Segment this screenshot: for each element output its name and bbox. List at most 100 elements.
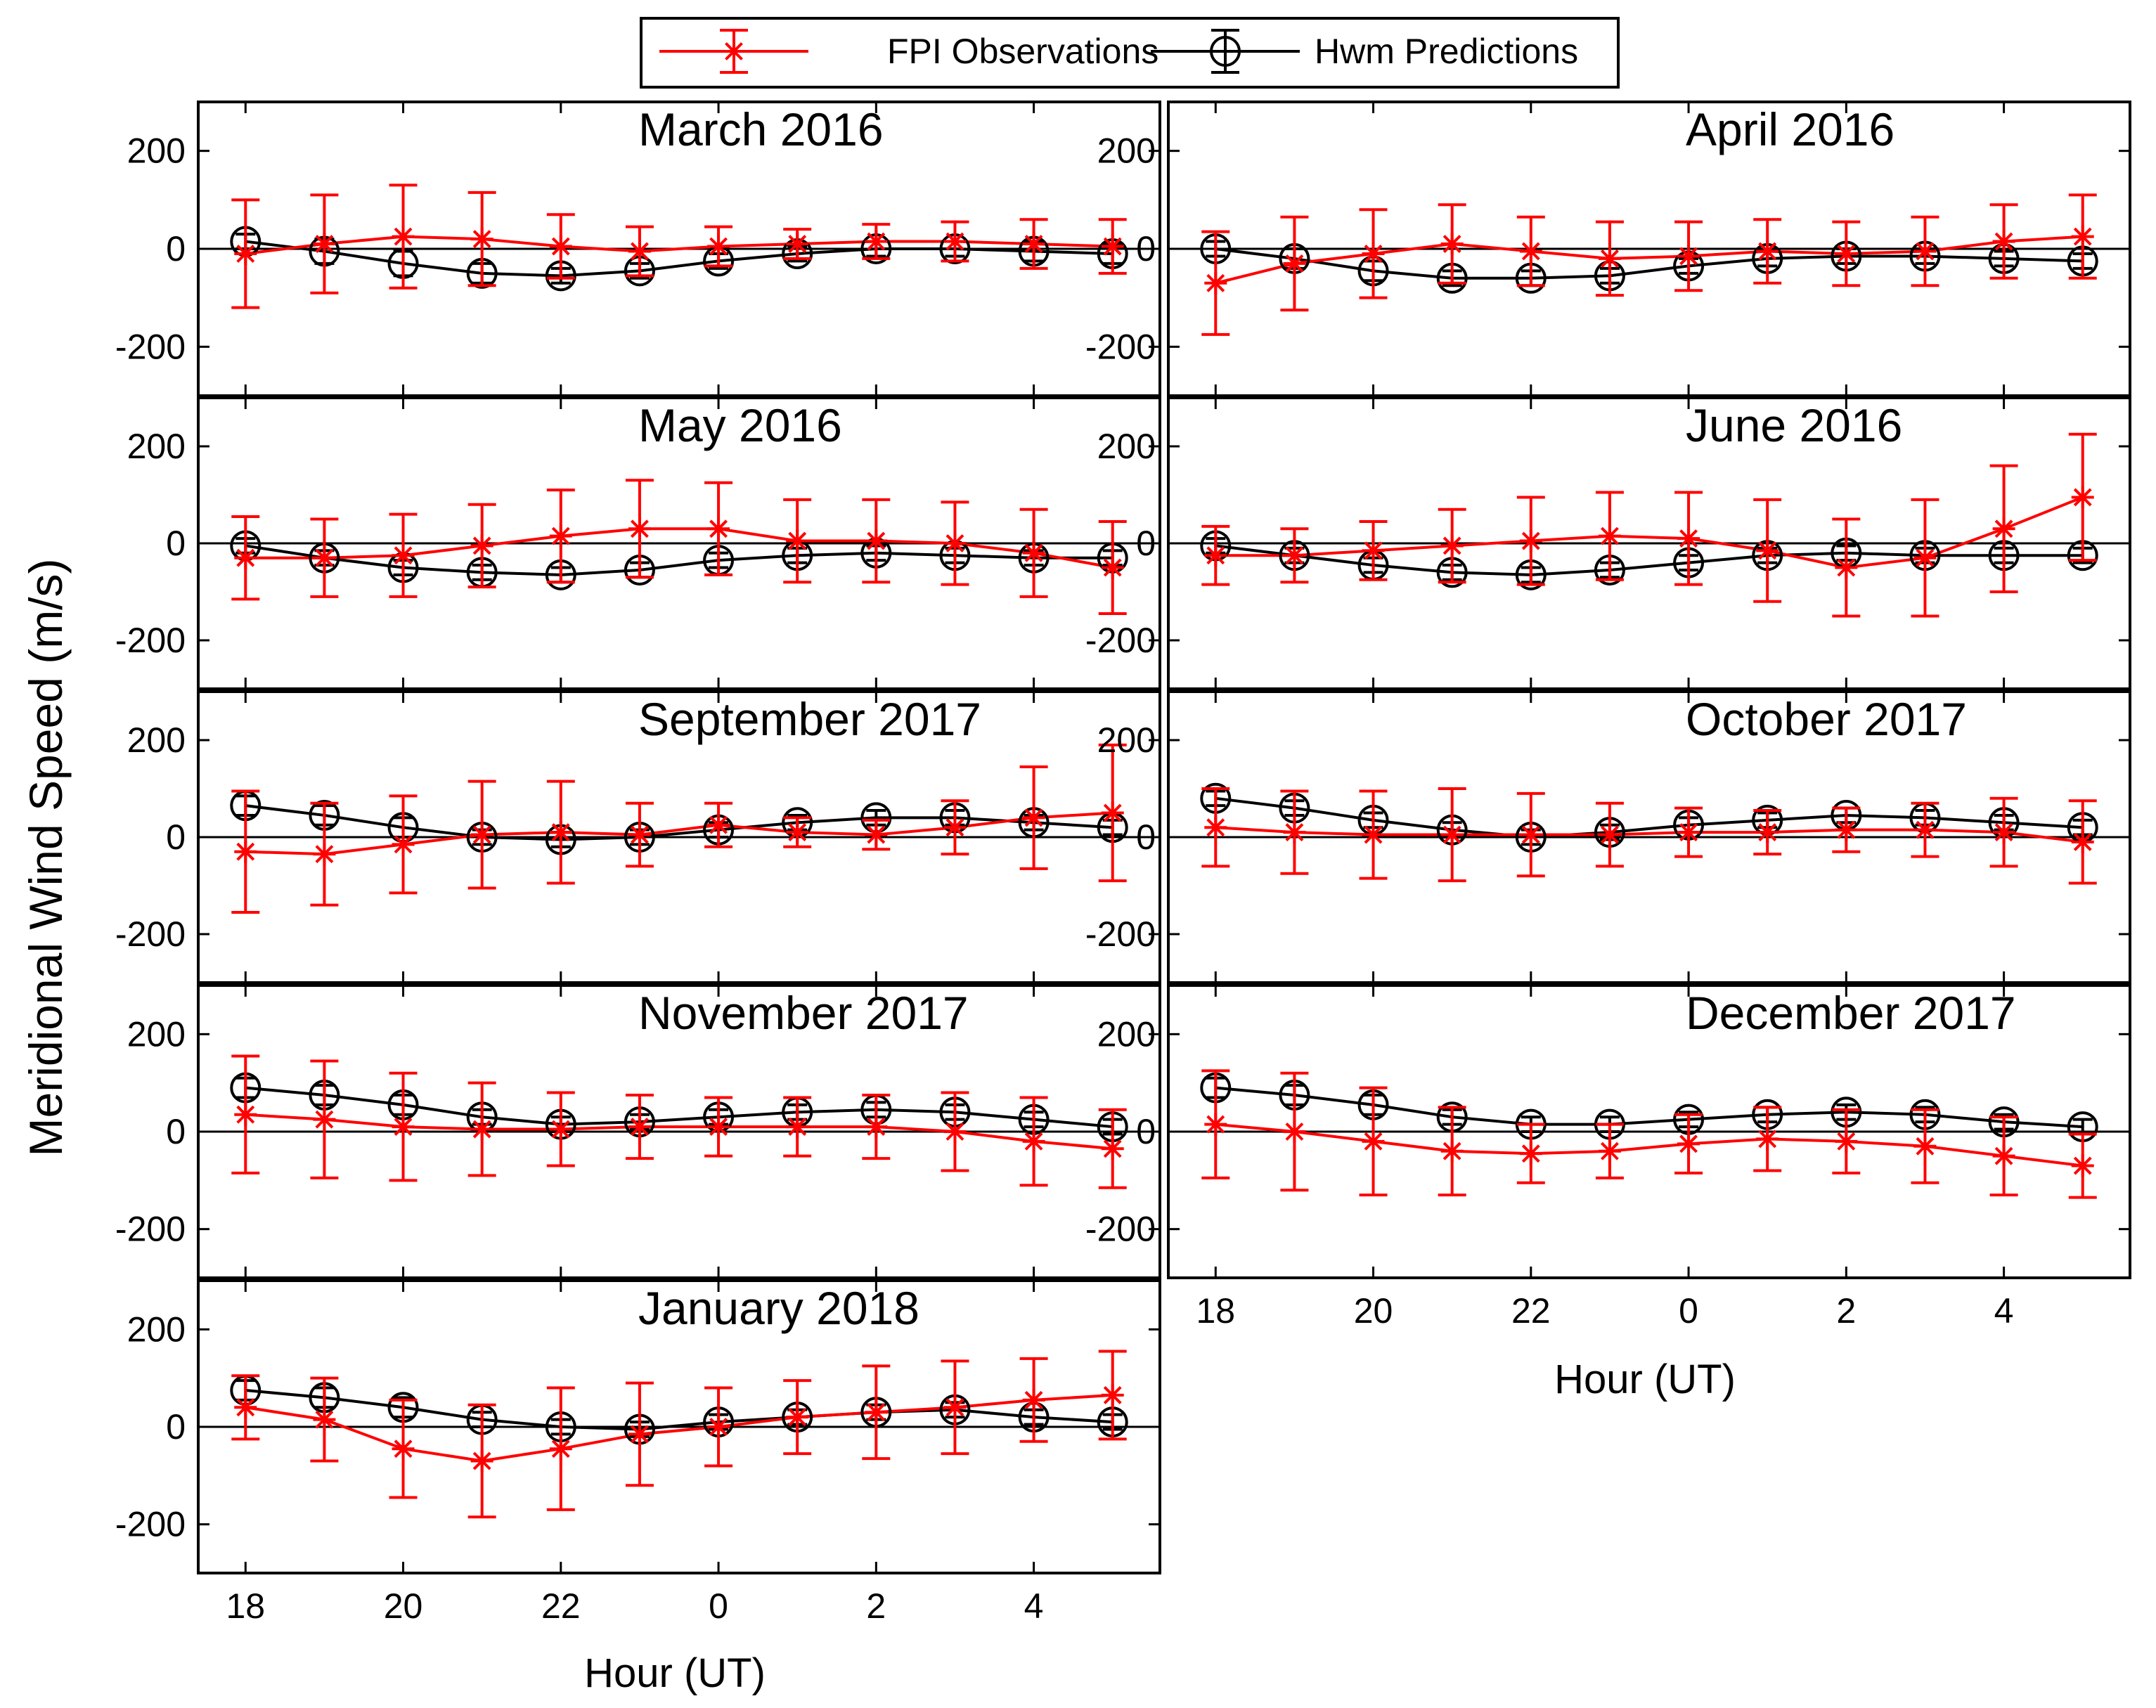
panel-4-ytick-label-1: 0 [166,817,186,857]
panel-7-fpi-point-1-d2 [1285,1123,1304,1141]
panel-3-fpi-point-8-d2 [1837,558,1856,577]
panel-1-fpi-point-2 [1362,242,1385,265]
panel-1: -200 0 200 April 2016 [1085,101,2131,397]
panel-2-ytick-label-2: 200 [127,427,186,466]
panel-5-fpi-point-7 [1756,821,1779,844]
panel-1-fpi-line [1215,235,2083,285]
panel-0-ytick-label-0: -200 [115,327,186,366]
panel-3-fpi-point-7-d2 [1758,541,1777,560]
panel-5-fpi-point-3-d2 [1442,825,1461,844]
panel-7-fpi-point-7-d2 [1758,1130,1777,1149]
panel-2-fpi-point-4 [549,524,572,548]
panel-8-fpi-point-11-d2 [1103,1385,1122,1404]
panel-0-fpi-point-11 [1101,235,1124,258]
panel-0-fpi-point-3-d2 [472,230,491,249]
panel-8-xtick-label-5: 4 [1024,1586,1044,1626]
panel-3: -200 0 200 June 2016 [1085,396,2131,690]
panel-1-fpi-point-1 [1283,252,1306,275]
panel-7-ytick-label-2: 200 [1097,1014,1156,1054]
panel-0-fpi-point-9-d2 [945,232,964,251]
panel-0-fpi-point-7-d2 [788,235,807,253]
panel-6-fpi-point-0-d2 [236,1105,255,1124]
panel-1-fpi-point-7-d2 [1758,242,1777,261]
panel-0-fpi-point-9 [943,230,967,253]
panel-2-fpi-point-8-d2 [867,531,886,550]
panel-8-ytick-label-1: 0 [166,1407,186,1447]
panel-7-xtick-label-2: 22 [1511,1291,1551,1331]
panel-4-fpi-point-8-d2 [867,825,886,844]
panel-0-ytick-label-1: 0 [166,229,186,269]
panel-0-fpi-point-10 [1022,233,1045,256]
panel-2-fpi-point-6 [707,517,730,541]
panel-4-ytick-label-0: -200 [115,914,186,954]
panel-1-fpi-point-9-d2 [1916,242,1935,261]
panel-3-fpi-point-4-d2 [1521,531,1540,550]
panel-2-ytick-label-0: -200 [115,621,186,660]
panel-3-fpi-point-5-d2 [1601,526,1619,545]
panel-4-hwm-line [245,804,1113,841]
panel-2-fpi-point-0 [234,546,257,569]
panel-8-fpi-point-0 [234,1396,257,1419]
panel-7-fpi-point-11-d2 [2073,1156,2092,1175]
panel-4-fpi-point-5 [628,823,651,846]
panel-8-xtick-label-4: 2 [866,1586,886,1626]
panel-3-fpi-point-9-d2 [1916,548,1935,567]
panel-8-fpi-point-1-d2 [315,1410,334,1429]
panel-6-fpi-point-6-d2 [709,1118,728,1137]
panel-0-fpi-point-4-d2 [551,237,570,256]
panel-0-fpi-point-3 [470,228,493,251]
panel-0-fpi-point-1-d2 [315,235,334,253]
panel-8-fpi-point-5-d2 [631,1425,649,1444]
legend-hwm-label: Hwm Predictions [1315,32,1578,71]
panel-7-fpi-point-11 [2071,1154,2094,1177]
panel-2-fpi-point-5-d2 [631,519,649,538]
panel-5-fpi-point-10-d2 [1994,823,2013,842]
panel-1-fpi-point-11 [2071,225,2094,248]
panel-7-fpi-point-9 [1913,1134,1937,1158]
panel-2-fpi-point-11 [1101,556,1124,579]
panel-8-fpi-point-3-d2 [472,1451,491,1470]
panel-7-xtick-label-5: 4 [1994,1291,2014,1331]
panel-8-fpi-point-10 [1022,1388,1045,1411]
panel-5-fpi-point-8 [1835,818,1858,841]
y-axis-label: Meridional Wind Speed (m/s) [20,559,72,1157]
panel-7-fpi-point-0-d2 [1206,1115,1225,1134]
panel-5-fpi-point-7-d2 [1758,823,1777,842]
panel-3-fpi-point-11 [2071,486,2094,509]
panel-5-title: October 2017 [1686,693,1967,745]
panel-1-fpi-point-2-d2 [1364,245,1383,263]
panel-5: -200 0 200 October 2017 [1085,690,2131,984]
panel-5-fpi-point-11-d2 [2073,832,2092,851]
panel-4-fpi-point-11 [1101,801,1124,824]
panel-8-fpi-point-8 [865,1401,888,1424]
panel-5-fpi-point-0-d2 [1206,818,1225,837]
panel-3-fpi-point-0 [1204,544,1227,567]
panel-8-fpi-point-8-d2 [867,1403,886,1422]
panel-2-fpi-point-6-d2 [709,519,728,538]
legend-hwm-marker [1210,36,1241,67]
panel-4-fpi-point-9-d2 [945,818,964,837]
panel-0-fpi-point-0 [234,242,257,265]
panel-6-fpi-point-3-d2 [472,1120,491,1139]
panel-1-fpi-point-6 [1677,245,1700,268]
panel-6-fpi-point-1-d2 [315,1110,334,1129]
panel-1-fpi-point-10 [1992,230,2015,253]
panel-3-fpi-point-6-d2 [1679,529,1698,548]
panel-7-fpi-line [1215,1123,2083,1167]
panel-8-fpi-point-9-d2 [945,1398,964,1417]
panel-5-fpi-point-5 [1598,823,1621,846]
panel-6-fpi-point-9 [943,1120,967,1143]
panel-7-fpi-point-6-d2 [1679,1134,1698,1153]
panel-1-fpi-point-0 [1204,271,1227,295]
panel-7-ytick-label-0: -200 [1085,1210,1156,1249]
chart-legend: FPI Observations Hwm Predictions [640,17,1620,89]
panel-7: -200 0 200 December 2017 18 20 22 0 2 4 [1085,984,2131,1331]
panel-0-fpi-point-5-d2 [631,242,649,261]
panel-0-fpi-point-1 [313,233,336,256]
panel-6-ytick-label-0: -200 [115,1210,186,1249]
panel-7-fpi-point-6 [1677,1132,1700,1156]
panel-5-ytick-label-2: 200 [1097,720,1156,760]
panel-0-title: March 2016 [638,103,884,155]
panel-8-fpi-point-3 [470,1449,493,1473]
